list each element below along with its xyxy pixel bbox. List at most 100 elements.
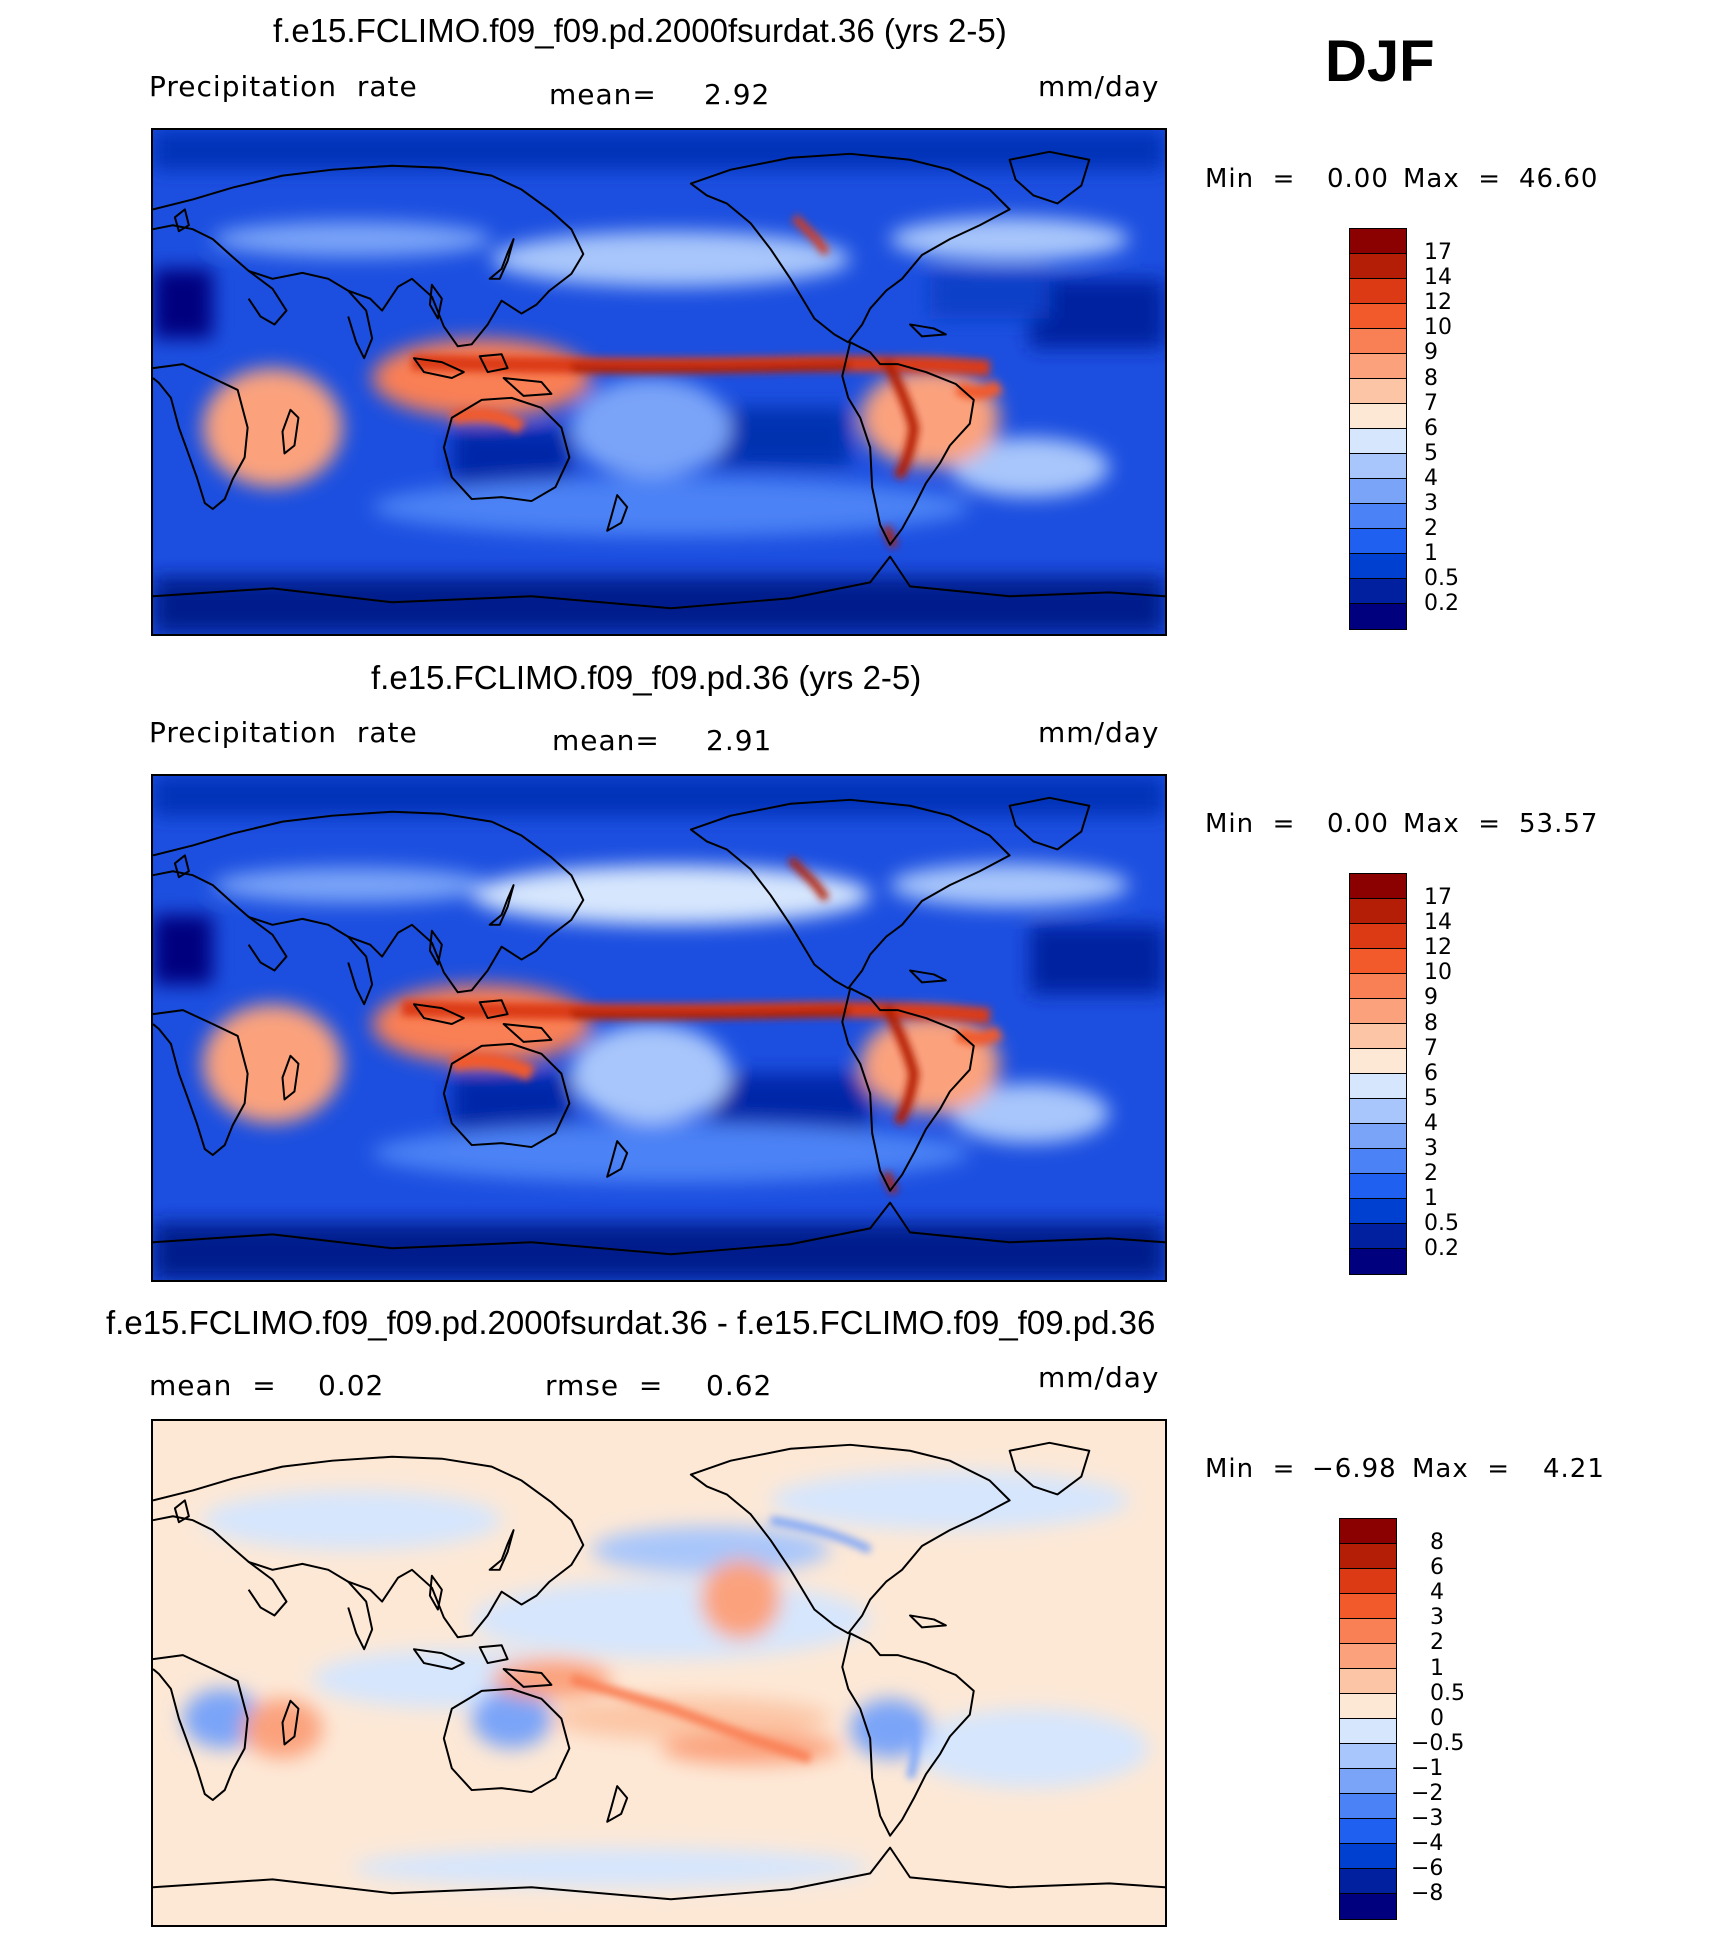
colorbar-tick-label: 5 [1424, 1085, 1438, 1111]
colorbar-segment [1350, 279, 1406, 304]
colorbar-tick-label: 2 [1424, 516, 1438, 542]
colorbar-tick-label: 5 [1424, 440, 1438, 466]
panel-2-map [151, 774, 1167, 1282]
colorbar-tick-label: 7 [1424, 390, 1438, 416]
panel-1-units: mm/day [1038, 70, 1160, 103]
colorbar-segment [1340, 1544, 1396, 1569]
colorbar-tick-label: 1 [1430, 1655, 1444, 1681]
colorbar-tick-label: 3 [1424, 491, 1438, 516]
colorbar-segment [1350, 1124, 1406, 1149]
colorbar-tick-label: 17 [1424, 885, 1452, 910]
colorbar-tick-label: 6 [1424, 415, 1438, 441]
colorbar-segment [1350, 229, 1406, 254]
panel-1-map [151, 128, 1167, 636]
colorbar-tick-label: −4 [1411, 1831, 1444, 1857]
season-label: DJF [1325, 29, 1435, 94]
colorbar-segment [1350, 1099, 1406, 1124]
colorbar-segment [1350, 329, 1406, 354]
colorbar-segment [1340, 1869, 1396, 1894]
colorbar-segment [1350, 899, 1406, 924]
panel-3-min-value: −6.98 [1312, 1454, 1397, 1484]
colorbar-segment [1350, 1174, 1406, 1199]
colorbar-segment [1350, 1249, 1406, 1274]
colorbar-segment [1350, 529, 1406, 554]
colorbar-tick-label: 4 [1424, 465, 1438, 491]
colorbar-segment [1350, 604, 1406, 629]
colorbar-segment [1340, 1844, 1396, 1869]
panel-3-max-value: 4.21 [1543, 1454, 1605, 1484]
panel-3-map [151, 1419, 1167, 1927]
colorbar-tick-label: 4 [1430, 1580, 1444, 1606]
panel-3-colorbar [1339, 1518, 1397, 1920]
panel-3-max-label: Max = [1412, 1454, 1511, 1484]
colorbar-tick-label: 14 [1424, 910, 1452, 936]
colorbar-tick-label: −6 [1411, 1856, 1444, 1882]
colorbar-segment [1350, 974, 1406, 999]
panel-1-mean-label: mean= [549, 78, 657, 111]
panel-3-min-label: Min = [1205, 1454, 1296, 1484]
colorbar-segment [1350, 999, 1406, 1024]
panel-1-min-label: Min = [1205, 164, 1296, 194]
colorbar-tick-label: 10 [1424, 960, 1452, 986]
panel-1-min-value: 0.00 [1327, 164, 1389, 194]
colorbar-tick-label: 10 [1424, 315, 1452, 341]
colorbar-segment [1350, 254, 1406, 279]
colorbar-segment [1340, 1669, 1396, 1694]
colorbar-tick-label: 6 [1430, 1555, 1444, 1581]
colorbar-tick-label: −1 [1411, 1755, 1444, 1781]
colorbar-tick-label: 9 [1424, 340, 1438, 366]
panel-1-title: f.e15.FCLIMO.f09_f09.pd.2000fsurdat.36 (… [273, 12, 1007, 49]
panel-1-variable-label: Precipitation rate [149, 70, 418, 103]
colorbar-tick-label: 2 [1430, 1630, 1444, 1656]
colorbar-segment [1340, 1894, 1396, 1919]
panel-2-units: mm/day [1038, 716, 1160, 749]
colorbar-tick-label: 0.2 [1424, 591, 1459, 617]
colorbar-tick-label: −2 [1411, 1781, 1444, 1806]
colorbar-tick-label: 1 [1424, 1186, 1438, 1212]
colorbar-segment [1350, 924, 1406, 949]
colorbar-segment [1340, 1694, 1396, 1719]
panel-2-max-label: Max = [1403, 809, 1502, 839]
colorbar-segment [1350, 379, 1406, 404]
colorbar-segment [1350, 579, 1406, 604]
colorbar-segment [1350, 454, 1406, 479]
panel-2-title: f.e15.FCLIMO.f09_f09.pd.36 (yrs 2-5) [371, 659, 922, 696]
colorbar-segment [1350, 404, 1406, 429]
colorbar-tick-label: 8 [1424, 1010, 1438, 1036]
colorbar-segment [1340, 1719, 1396, 1744]
colorbar-segment [1340, 1644, 1396, 1669]
panel-2-min-label: Min = [1205, 809, 1296, 839]
colorbar-tick-label: 0.5 [1430, 1680, 1465, 1706]
panel-2-max-value: 53.57 [1519, 809, 1599, 839]
colorbar-segment [1350, 1049, 1406, 1074]
colorbar-tick-label: 8 [1424, 365, 1438, 391]
colorbar-segment [1350, 354, 1406, 379]
colorbar-segment [1340, 1569, 1396, 1594]
colorbar-segment [1350, 429, 1406, 454]
colorbar-tick-label: −3 [1411, 1806, 1444, 1832]
colorbar-tick-label: 0.5 [1424, 1211, 1459, 1237]
colorbar-segment [1340, 1619, 1396, 1644]
colorbar-segment [1340, 1594, 1396, 1619]
colorbar-tick-label: −0.5 [1411, 1730, 1465, 1756]
colorbar-segment [1350, 949, 1406, 974]
panel-2-mean-value: 2.91 [706, 724, 773, 757]
panel-1-max-value: 46.60 [1519, 164, 1599, 194]
colorbar-segment [1350, 1224, 1406, 1249]
panel-3-title: f.e15.FCLIMO.f09_f09.pd.2000fsurdat.36 -… [106, 1304, 1156, 1341]
panel-2-mean-label: mean= [552, 724, 660, 757]
colorbar-tick-label: 17 [1424, 240, 1452, 265]
colorbar-segment [1340, 1744, 1396, 1769]
colorbar-tick-label: 12 [1424, 290, 1452, 316]
panel-3-mean-value: 0.02 [318, 1369, 385, 1402]
panel-3-rmse-value: 0.62 [706, 1369, 773, 1402]
colorbar-tick-label: 7 [1424, 1035, 1438, 1061]
colorbar-segment [1350, 874, 1406, 899]
colorbar-tick-label: −8 [1411, 1881, 1444, 1907]
colorbar-tick-label: 3 [1430, 1605, 1444, 1631]
colorbar-segment [1340, 1769, 1396, 1794]
colorbar-tick-label: 0.5 [1424, 566, 1459, 592]
colorbar-segment [1350, 304, 1406, 329]
colorbar-tick-label: 8 [1430, 1530, 1444, 1555]
colorbar-segment [1340, 1519, 1396, 1544]
